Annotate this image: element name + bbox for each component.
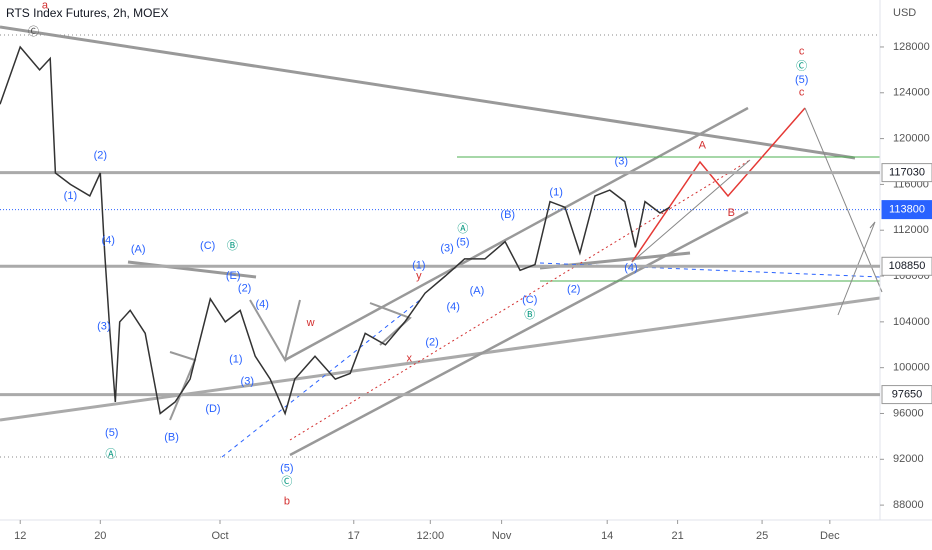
wave-label: Ⓒ [28,25,39,38]
price-level-box [881,385,932,405]
price-level-box [881,256,932,276]
wave-label: (C) [200,240,215,252]
wave-label: (1) [412,260,425,272]
x-tick-label: 12 [14,530,26,542]
x-tick-label: Oct [211,530,228,542]
y-tick-label: 124000 [893,87,930,99]
x-tick-label: 20 [94,530,106,542]
projection [631,159,751,263]
wave-label: (3) [241,375,254,387]
wave-label: Ⓑ [524,308,535,321]
wave-label: c [799,87,805,99]
wave-label: (5) [795,74,808,86]
blue-dashed-line [221,299,421,458]
wave-label: a [42,0,49,12]
trendline [0,25,856,160]
wave-label: (2) [94,150,107,162]
price-level-box [881,163,932,183]
wave-label: (2) [567,284,580,296]
x-tick-label: 17 [348,530,360,542]
wave-label: (4) [102,234,115,246]
wave-label: (C) [522,294,537,306]
wave-label: Ⓒ [796,59,807,72]
x-tick-label: 14 [601,530,613,542]
triangle-line [249,299,301,363]
wave-label: A [699,139,707,151]
wave-label: (2) [425,336,438,348]
currency-label: USD [893,7,916,19]
projection [804,107,883,293]
chart-title: RTS Index Futures, 2h, MOEX [6,6,169,20]
price-level-label: 113800 [889,204,925,216]
x-tick-label: 12:00 [417,530,445,542]
wave-label: (1) [549,186,562,198]
wave-label: b [284,496,290,508]
wave-label: (3) [440,242,453,254]
y-tick-label: 88000 [893,499,924,511]
wave-label: Ⓑ [227,239,238,252]
y-tick-label: 100000 [893,362,930,374]
price-level-label: 97650 [892,388,923,400]
price-line [0,45,671,416]
wave-label: B [728,207,735,219]
x-tick-label: Dec [820,530,840,542]
wave-label: (3) [615,155,628,167]
wave-label: w [306,317,315,329]
wave-label: (B) [500,209,515,221]
wave-label: (D) [205,403,220,415]
wave-label: (4) [446,301,459,313]
triangle-line [127,260,257,279]
x-tick-label: 21 [671,530,683,542]
wave-label: (5) [456,237,469,249]
wave-label: (1) [229,354,242,366]
wave-label: (A) [131,244,146,256]
projection-arrow [837,221,876,316]
wave-label: Ⓐ [105,448,116,461]
y-tick-label: 104000 [893,316,930,328]
wave-label: Ⓐ [457,222,468,235]
y-tick-label: 128000 [893,41,930,53]
y-tick-label: 92000 [893,453,924,465]
wave-label: (E) [226,270,241,282]
price-level-box [881,200,932,220]
wave-label: (A) [470,285,485,297]
wave-label: (5) [105,427,118,439]
x-tick-label: 25 [756,530,768,542]
triangle-line [369,302,412,346]
wave-label: y [416,270,422,282]
price-level-label: 108850 [889,260,926,272]
y-tick-label: 112000 [893,224,929,236]
wave-label: (5) [280,462,293,474]
wave-label: (2) [238,283,251,295]
wave-label: (3) [97,320,110,332]
price-level-label: 117030 [889,167,925,179]
trendline [0,296,881,422]
projection [631,107,806,263]
wave-label: (1) [64,190,77,202]
wave-label: (4) [624,262,637,274]
wave-label: (B) [164,431,179,443]
wave-label: c [799,45,805,57]
y-tick-label: 120000 [893,132,930,144]
channel-line [289,210,749,457]
wave-label: x [406,352,412,364]
wave-label: Ⓒ [281,475,292,488]
channel-line [284,106,749,362]
wave-label: (4) [256,299,269,311]
y-tick-label: 96000 [893,407,924,419]
x-tick-label: Nov [492,530,512,542]
